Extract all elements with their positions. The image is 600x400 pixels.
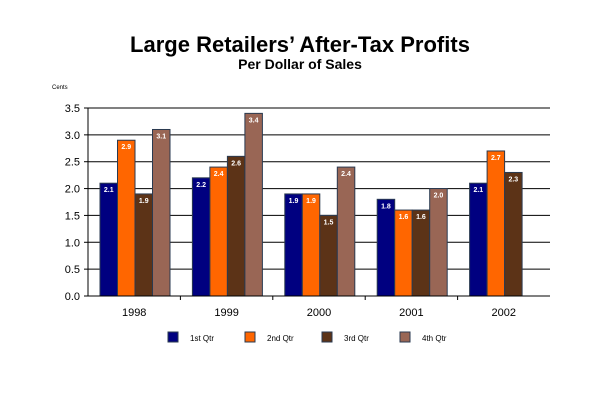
bar-4th-qtr-2000 — [336, 166, 356, 297]
bar-4th-qtr-2001 — [429, 188, 448, 297]
bar-4th-qtr-1999 — [244, 112, 263, 297]
legend-swatch-4th-qtr — [399, 331, 411, 343]
bar-2nd-qtr-2001 — [394, 209, 413, 297]
data-label: 3.1 — [156, 133, 166, 140]
x-tick-label: 2001 — [399, 307, 423, 319]
legend-label: 1st Qtr — [190, 334, 214, 343]
data-label: 2.9 — [121, 144, 131, 151]
data-label: 1.9 — [289, 198, 299, 205]
bar-2nd-qtr-1998 — [117, 139, 136, 297]
data-label: 1.6 — [399, 214, 409, 221]
bar-2nd-qtr-1999 — [209, 166, 228, 297]
bar-3rd-qtr-2000 — [319, 214, 338, 297]
y-tick-label: 1.0 — [65, 237, 80, 249]
y-tick-label: 2.5 — [65, 157, 80, 169]
y-tick-label: 0.0 — [65, 291, 80, 303]
legend-label: 2nd Qtr — [267, 334, 294, 343]
y-tick-label: 0.5 — [65, 264, 80, 276]
x-tick-label: 2000 — [307, 307, 331, 319]
bar-1st-qtr-1998 — [99, 182, 118, 297]
bar-2nd-qtr-2000 — [301, 193, 321, 297]
bar-3rd-qtr-2001 — [411, 209, 431, 297]
y-tick-label: 3.0 — [65, 130, 80, 142]
legend-label: 4th Qtr — [422, 334, 447, 343]
chart-subtitle: Per Dollar of Sales — [238, 56, 362, 72]
legend-swatch-1st-qtr — [167, 331, 179, 343]
bar-1st-qtr-2002 — [469, 182, 488, 297]
x-tick-label: 1999 — [214, 307, 238, 319]
legend-label: 3rd Qtr — [344, 334, 369, 343]
data-label: 2.1 — [473, 187, 483, 194]
data-label: 1.5 — [324, 219, 334, 226]
chart-title: Large Retailers’ After-Tax Profits — [130, 32, 470, 57]
y-tick-label: 1.5 — [65, 210, 80, 222]
bar-3rd-qtr-1998 — [134, 193, 153, 297]
data-label: 2.1 — [104, 187, 114, 194]
bar-4th-qtr-1998 — [152, 128, 171, 297]
data-label: 1.9 — [306, 198, 316, 205]
data-label: 1.6 — [416, 214, 426, 221]
data-label: 2.4 — [341, 171, 351, 178]
legend-swatch-3rd-qtr — [321, 331, 333, 343]
data-label: 1.9 — [139, 198, 149, 205]
data-label: 3.4 — [249, 117, 259, 124]
legend-swatch-2nd-qtr — [244, 331, 256, 343]
bar-1st-qtr-1999 — [191, 177, 211, 297]
bar-3rd-qtr-2002 — [504, 171, 523, 297]
x-tick-label: 2002 — [492, 307, 516, 319]
y-tick-label: 2.0 — [65, 184, 80, 196]
data-label: 2.4 — [214, 171, 224, 178]
bar-1st-qtr-2001 — [376, 198, 396, 297]
data-label: 1.8 — [381, 203, 391, 210]
bar-2nd-qtr-2002 — [486, 150, 506, 297]
data-label: 2.0 — [434, 193, 444, 200]
bar-3rd-qtr-1999 — [226, 155, 246, 297]
data-label: 2.2 — [196, 182, 206, 189]
x-tick-label: 1998 — [122, 307, 146, 319]
data-label: 2.7 — [491, 155, 501, 162]
data-label: 2.3 — [508, 176, 518, 183]
y-axis-label: Cents — [52, 85, 68, 91]
bar-1st-qtr-2000 — [284, 193, 303, 297]
data-label: 2.6 — [231, 160, 241, 167]
y-tick-label: 3.5 — [65, 103, 80, 115]
